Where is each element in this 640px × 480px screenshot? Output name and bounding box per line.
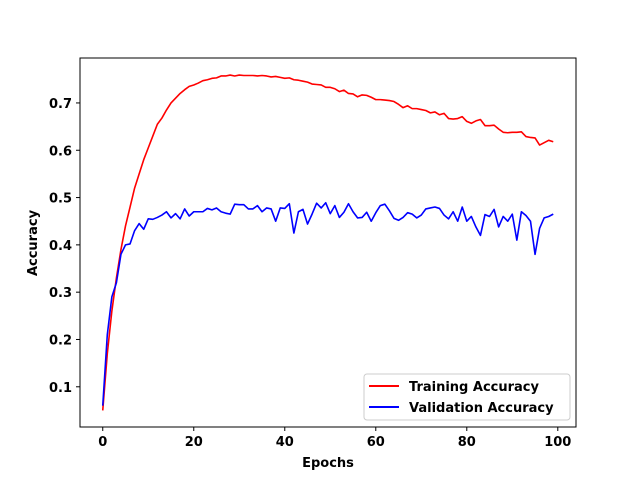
- x-tick-label: 20: [185, 435, 203, 450]
- series-line-training: [101, 74, 554, 411]
- legend-label-validation: Validation Accuracy: [409, 401, 554, 416]
- legend-label-training: Training Accuracy: [409, 380, 539, 395]
- series-line-validation: [101, 201, 554, 406]
- y-tick-label: 0.2: [49, 333, 72, 348]
- x-tick-label: 100: [544, 435, 571, 450]
- axes-frame: [79, 57, 577, 428]
- x-tick-label: 40: [276, 435, 294, 450]
- x-tick-label: 0: [98, 435, 107, 450]
- y-tick-label: 0.1: [49, 381, 72, 396]
- x-axis-ticks: 0 20 40 60 80 100: [98, 427, 571, 450]
- x-axis-title: Epochs: [302, 456, 354, 471]
- series-layer: [101, 74, 554, 411]
- y-tick-label: 0.5: [49, 192, 72, 207]
- x-tick-label: 80: [458, 435, 476, 450]
- y-axis-title: Accuracy: [26, 209, 41, 276]
- y-tick-label: 0.3: [49, 286, 72, 301]
- y-tick-label: 0.6: [49, 144, 72, 159]
- legend-box: [363, 373, 571, 421]
- x-tick-label: 60: [367, 435, 385, 450]
- y-tick-label: 0.7: [49, 97, 72, 112]
- plot-area: [79, 57, 577, 428]
- y-axis-ticks: 0.1 0.2 0.3 0.4 0.5 0.6 0.7: [49, 97, 80, 396]
- legend: Training Accuracy Validation Accuracy: [363, 373, 571, 421]
- y-tick-label: 0.4: [49, 239, 72, 254]
